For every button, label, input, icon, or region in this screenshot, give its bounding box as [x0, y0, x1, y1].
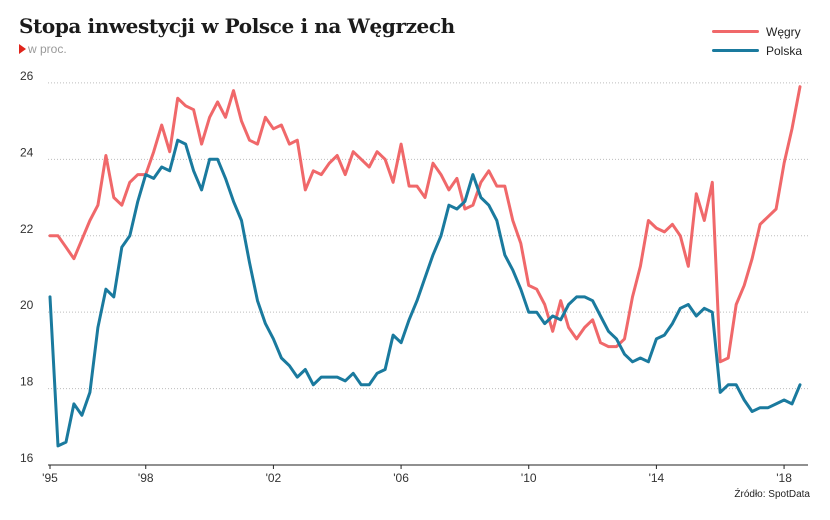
x-tick-label-1995: '95: [42, 471, 58, 485]
y-tick-label-18: 18: [20, 375, 34, 389]
series-line-poland: [48, 138, 802, 448]
x-tick-labels: '95 '98 '02 '06 '10 '14 '18: [42, 471, 792, 485]
x-tick-label-2014: '14: [649, 471, 665, 485]
legend: Węgry Polska: [712, 22, 802, 60]
x-tick-label-2010: '10: [521, 471, 537, 485]
y-tick-label-26: 26: [20, 69, 34, 83]
chart-title: Stopa inwestycji w Polsce i na Węgrzech: [19, 14, 455, 38]
subtitle-text: w proc.: [28, 42, 67, 56]
legend-item-poland: Polska: [712, 41, 802, 60]
x-tick-label-1998: '98: [138, 471, 154, 485]
source-note: Źródło: SpotData: [734, 489, 810, 500]
chart-subtitle: w proc.: [19, 42, 67, 56]
y-tick-label-22: 22: [20, 222, 34, 236]
series-line-hungary: [48, 85, 802, 364]
y-tick-label-24: 24: [20, 145, 34, 159]
legend-label-poland: Polska: [766, 43, 803, 58]
x-tick-label-2002: '02: [266, 471, 282, 485]
legend-swatch-poland: [712, 49, 759, 52]
y-tick-label-16: 16: [20, 451, 34, 465]
y-tick-label-20: 20: [20, 298, 34, 312]
grid-layer: [48, 82, 808, 469]
y-tick-labels: 16 18 20 22 24 26: [20, 69, 34, 465]
red-triangle-icon: [19, 44, 26, 54]
legend-swatch-hungary: [712, 30, 759, 33]
x-tick-label-2006: '06: [393, 471, 409, 485]
legend-item-hungary: Węgry: [712, 22, 802, 41]
x-tick-label-2018: '18: [776, 471, 792, 485]
legend-label-hungary: Węgry: [766, 24, 801, 39]
series-layer: [48, 85, 802, 448]
